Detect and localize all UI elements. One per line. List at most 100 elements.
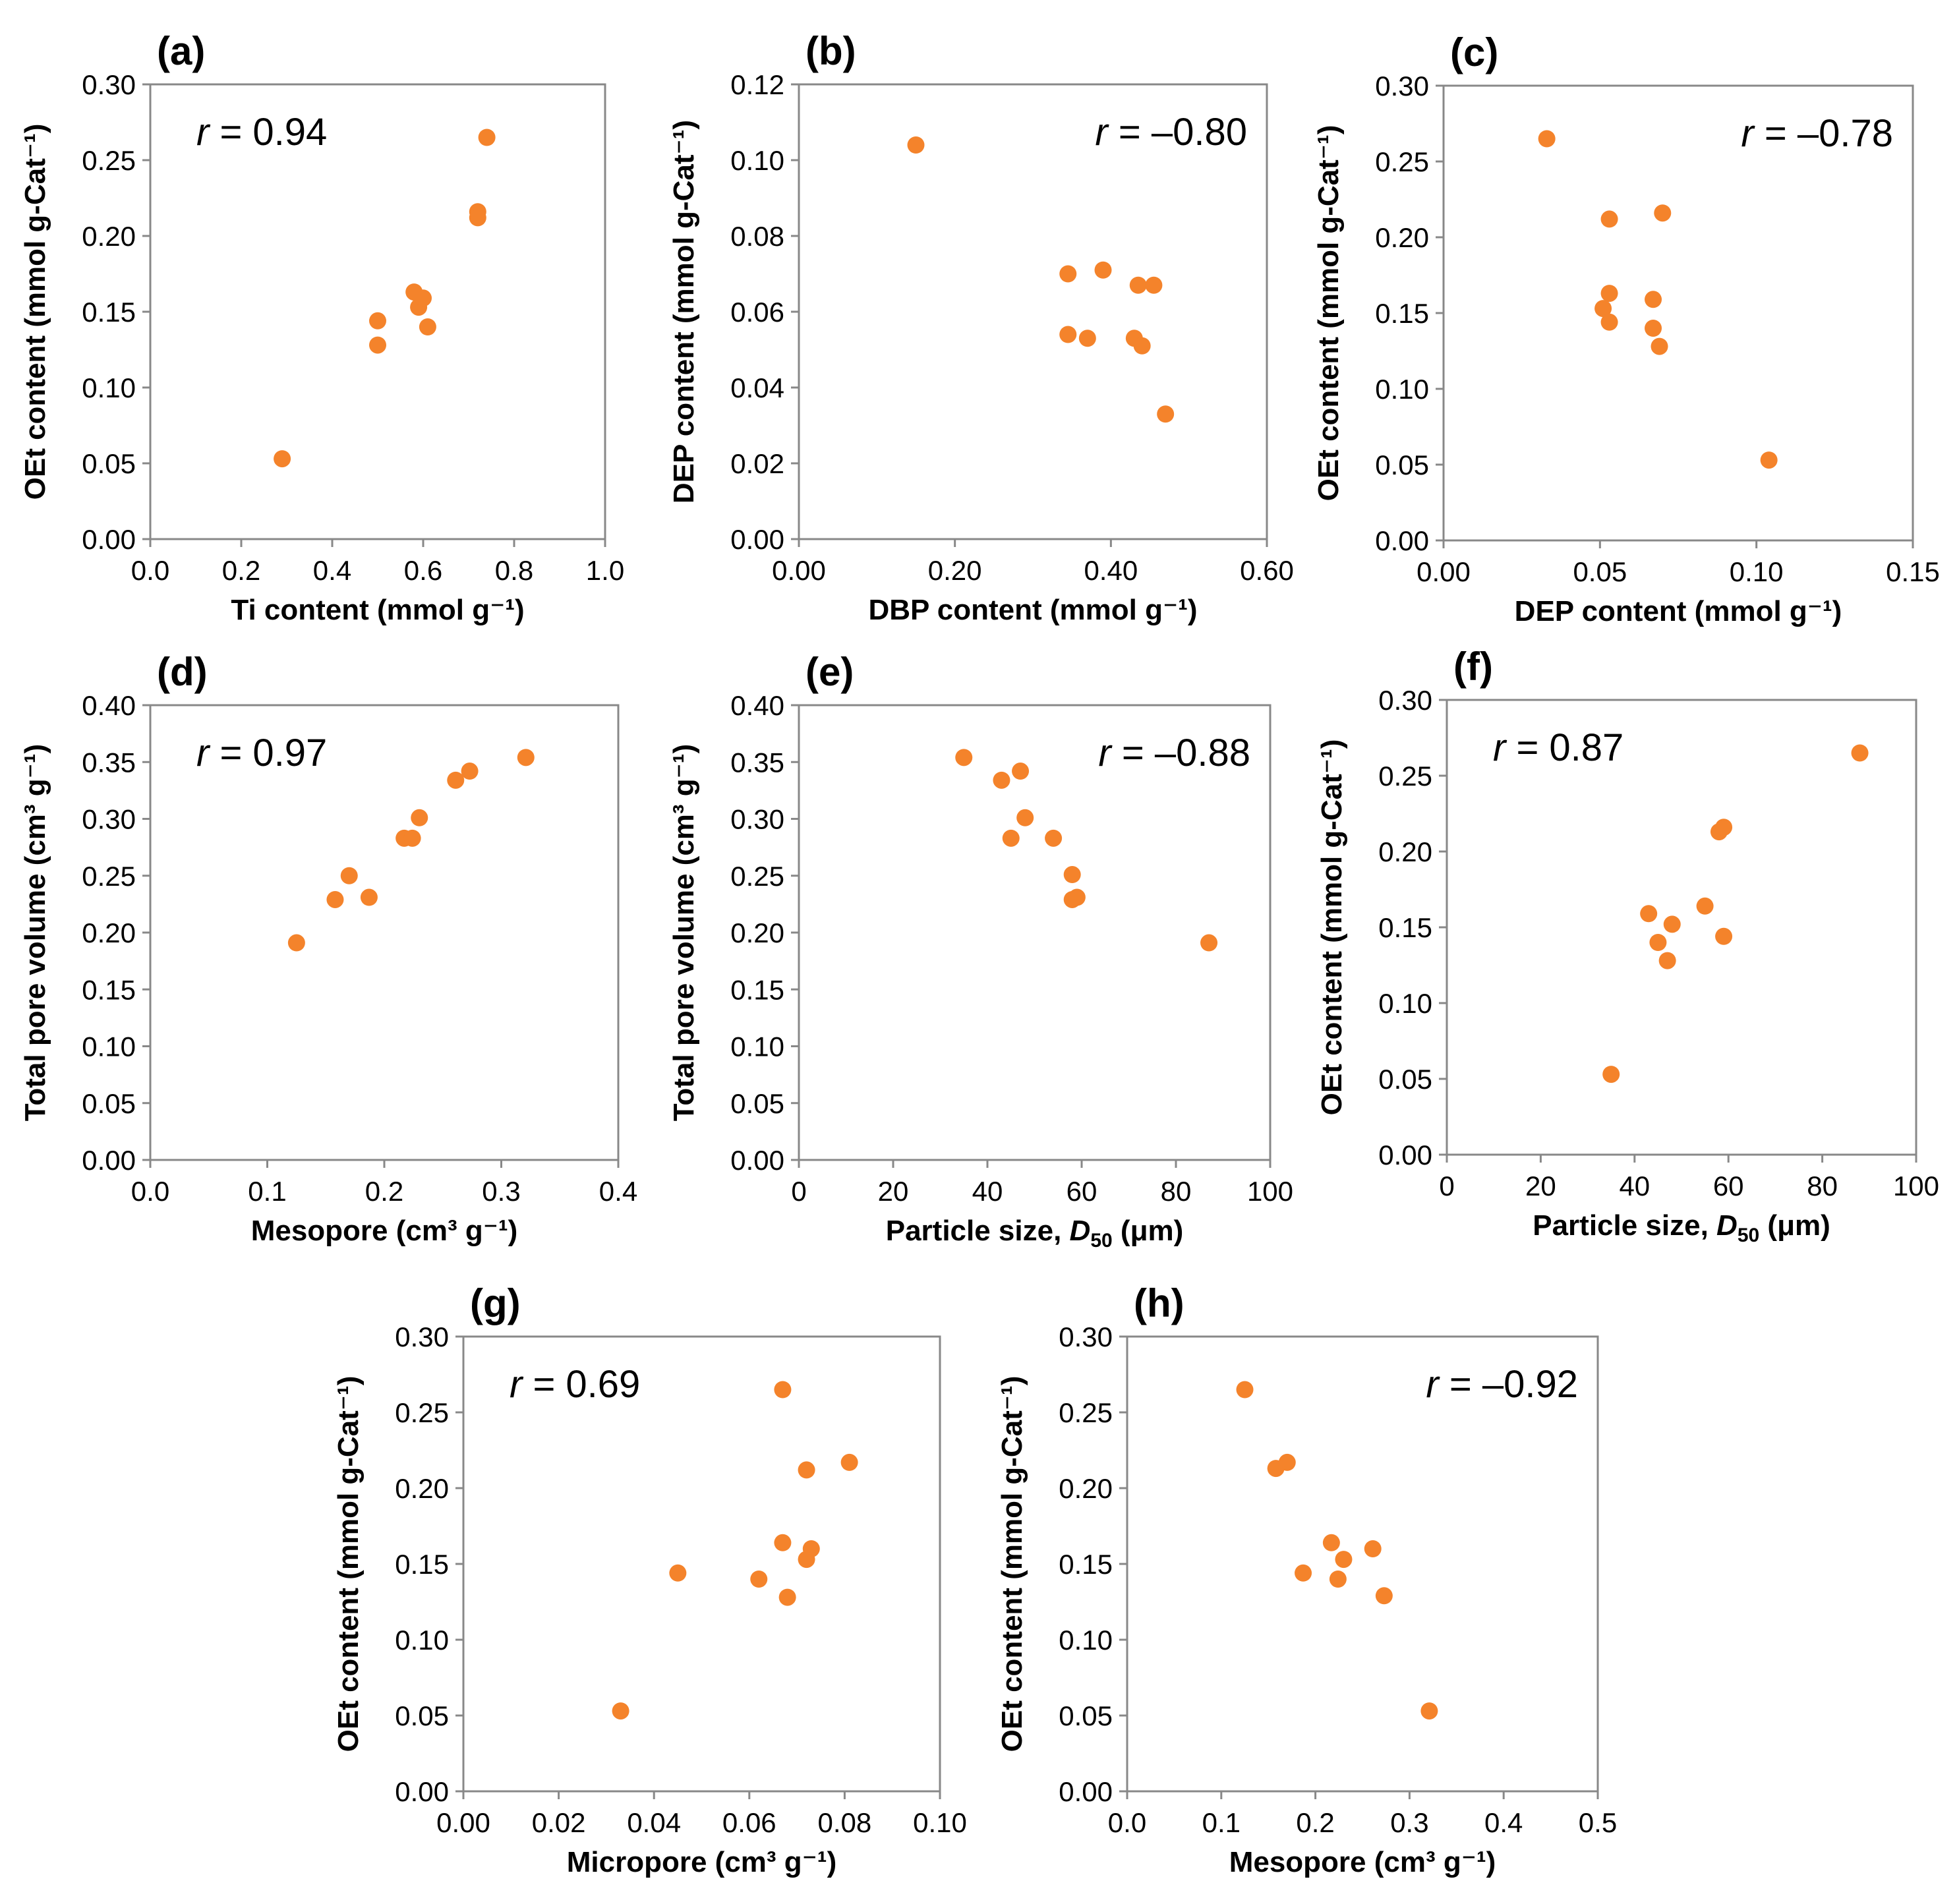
x-tick-label: 0.6 [404,555,442,586]
x-tick-label: 0.00 [436,1807,490,1838]
data-point [1602,1066,1620,1083]
y-axis-label: DEP content (mmol g-Cat⁻¹) [668,120,700,504]
correlation-label: r = –0.78 [1741,112,1893,155]
data-point [1649,934,1667,951]
x-tick-label: 0.10 [1730,556,1784,587]
y-tick-label: 0.05 [1378,1064,1432,1095]
x-axis-label-subscript: 50 [1090,1230,1112,1252]
y-tick-label: 0.10 [1059,1625,1113,1656]
y-tick-label: 0.20 [82,221,136,252]
panel-label: (c) [1450,30,1498,74]
y-tick-label: 0.08 [730,221,784,252]
y-tick-label: 0.35 [730,747,784,778]
data-point [1133,337,1151,355]
x-axis-label: DBP content (mmol g⁻¹) [868,594,1197,626]
y-tick-label: 0.15 [1059,1549,1113,1580]
x-axis-label: Particle size, D50 (μm) [1533,1209,1830,1246]
y-tick-label: 0.25 [82,145,136,176]
x-axis-label: Micropore (cm³ g⁻¹) [567,1846,836,1878]
plot-area [1442,84,1914,542]
data-point [360,888,378,906]
data-point [1329,1571,1347,1588]
y-tick-label: 0.00 [730,524,784,555]
correlation-label: r = 0.69 [510,1363,640,1406]
x-axis-label: Mesopore (cm³ g⁻¹) [251,1215,518,1247]
x-tick-label: 0.4 [599,1176,637,1207]
chart-panel-3: (c) 0.00 0.05 0.10 0.15 0.20 0.25 0.30 0.00 0.05 0… [1312,30,1940,627]
y-tick-label: 0.15 [82,974,136,1005]
data-point [1654,204,1672,222]
y-tick-label: 0.15 [395,1549,449,1580]
x-axis-label-text: DBP content (mmol g⁻¹) [868,594,1197,626]
y-tick-label: 0.30 [395,1321,449,1352]
x-tick-label: 0.08 [818,1807,872,1838]
x-axis-label-text: Particle size, [886,1215,1070,1247]
correlation-symbol: r [1095,111,1109,154]
y-tick-label: 0.10 [730,145,784,176]
x-tick-label: 1.0 [586,555,624,586]
y-tick-label: 0.30 [1378,685,1432,716]
data-point [1236,1381,1254,1399]
x-tick-label: 0.0 [131,1176,169,1207]
y-tick-label: 0.10 [395,1625,449,1656]
y-tick-label: 0.15 [82,297,136,328]
y-tick-label: 0.05 [82,448,136,479]
data-point [469,209,486,227]
data-point [419,318,436,335]
y-tick-label: 0.20 [82,917,136,948]
data-point [1851,744,1869,762]
data-point [1094,261,1112,279]
correlation-symbol: r [196,111,211,154]
data-point [517,749,535,766]
y-tick-label: 0.25 [1375,146,1429,177]
data-point [274,450,291,468]
x-tick-label: 40 [972,1176,1003,1207]
x-tick-label: 0.4 [1484,1807,1523,1838]
data-point [1278,1453,1296,1471]
data-point [840,1453,858,1471]
correlation-value: = –0.92 [1439,1363,1578,1406]
x-tick-label: 0.20 [928,555,982,586]
x-axis-label-text: Mesopore (cm³ g⁻¹) [251,1215,518,1247]
data-point [1651,337,1668,355]
data-point [415,289,432,307]
y-tick-label: 0.20 [1378,836,1432,867]
y-axis-label: Total pore volume (cm³ g⁻¹) [668,744,700,1121]
panel-label: (d) [157,650,208,694]
y-tick-label: 0.25 [730,861,784,892]
data-point [1068,888,1086,906]
plot-area [798,704,1272,1161]
y-tick-label: 0.12 [730,69,784,100]
y-axis-label: OEt content (mmol g-Cat⁻¹) [1312,125,1345,502]
y-tick-label: 0.00 [1378,1140,1432,1170]
y-axis-label: Total pore volume (cm³ g⁻¹) [19,744,51,1121]
x-axis-label: Mesopore (cm³ g⁻¹) [1229,1846,1496,1878]
correlation-symbol: r [1426,1363,1440,1406]
y-tick-label: 0.30 [1059,1321,1113,1352]
chart-panel-1: (a) 0.00 0.05 0.10 0.15 0.20 0.25 0.30 0.0 0.2 0.4… [19,29,624,626]
chart-panel-6: (f) 0.00 0.05 0.10 0.15 0.20 0.25 0.30 0 20 40 60 80… [1316,645,1939,1246]
x-tick-label: 0.2 [1296,1807,1334,1838]
x-tick-label: 60 [1713,1170,1744,1201]
correlation-value: = 0.94 [209,111,327,154]
data-point [1600,285,1618,303]
correlation-value: = 0.87 [1506,726,1623,769]
x-axis-label-unit: (μm) [1113,1215,1184,1247]
y-axis-label: OEt content (mmol g-Cat⁻¹) [1316,739,1348,1116]
plot-area [149,704,620,1161]
data-point [1295,1564,1312,1582]
y-tick-label: 0.15 [730,974,784,1005]
plot-area [798,83,1268,540]
data-point [1364,1540,1382,1557]
correlation-value: = –0.80 [1108,111,1247,154]
data-point [612,1702,629,1720]
x-tick-label: 0.3 [482,1176,520,1207]
y-tick-label: 0.20 [1375,222,1429,253]
x-tick-label: 80 [1807,1170,1838,1201]
correlation-value: = 0.69 [522,1363,640,1406]
y-tick-label: 0.10 [82,372,136,403]
y-tick-label: 0.02 [730,448,784,479]
y-tick-label: 0.15 [1378,912,1432,943]
x-tick-label: 0.3 [1390,1807,1428,1838]
y-tick-label: 0.05 [395,1700,449,1731]
